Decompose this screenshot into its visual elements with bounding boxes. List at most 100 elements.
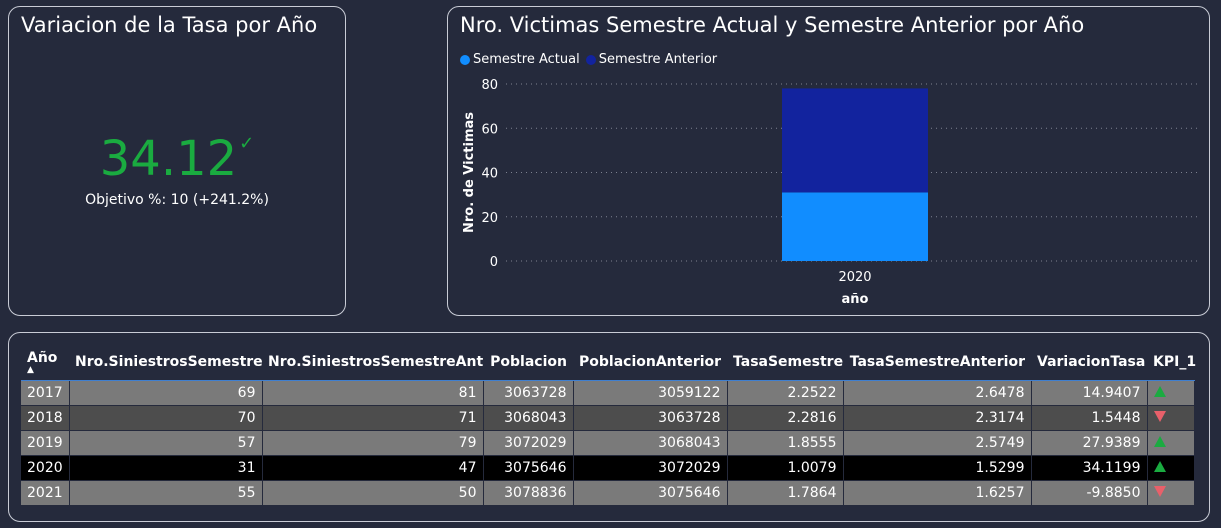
y-tick-label: 40 <box>481 167 498 182</box>
column-header-nro-siniestrossemestre[interactable]: Nro.SiniestrosSemestre <box>69 344 263 381</box>
table-row[interactable]: 2017 69 81 3063728 3059122 2.2522 2.6478 14.940… <box>21 380 1195 406</box>
column-header-label: PoblacionAnterior <box>579 354 722 370</box>
triangle-up-icon <box>1153 461 1166 472</box>
column-header-poblacion[interactable]: Poblacion <box>483 344 573 381</box>
cell-siniestros: 70 <box>69 405 263 431</box>
table-row[interactable]: 2019 57 79 3072029 3068043 1.8555 2.5749 27.938… <box>21 430 1195 456</box>
table-body: 2017 69 81 3063728 3059122 2.2522 2.6478 14.940… <box>21 380 1195 506</box>
cell-tasa-ant: 1.6257 <box>843 480 1032 506</box>
legend-item-semestre-actual[interactable]: Semestre Actual <box>460 52 580 67</box>
y-tick-label: 20 <box>481 211 498 226</box>
cell-siniestros-ant: 79 <box>262 430 484 456</box>
column-header-variaciontasa[interactable]: VariacionTasa <box>1031 344 1147 381</box>
table-row[interactable]: 2021 55 50 3078836 3075646 1.7864 1.6257 -9.885… <box>21 480 1195 506</box>
cell-kpi <box>1147 405 1195 431</box>
legend-dot-icon <box>585 54 596 65</box>
cell-siniestros-ant: 47 <box>262 455 484 481</box>
cell-tasa-ant: 1.5299 <box>843 455 1032 481</box>
column-header-label: Nro.SiniestrosSemestre <box>75 354 263 370</box>
cell-poblacion-ant: 3068043 <box>573 430 728 456</box>
bar-semestre-anterior <box>782 88 928 193</box>
legend-dot-icon <box>460 54 470 65</box>
column-header-label: Nro.SiniestrosSemestreAnt <box>268 354 484 370</box>
cell-kpi <box>1147 455 1195 481</box>
triangle-down-icon <box>1153 486 1166 497</box>
cell-poblacion: 3078836 <box>483 480 574 506</box>
column-header-label: VariacionTasa <box>1037 354 1146 370</box>
triangle-up-icon <box>1153 386 1166 397</box>
cell-anio: 2021 <box>21 480 70 506</box>
cell-siniestros: 57 <box>69 430 263 456</box>
cell-tasa-ant: 2.3174 <box>843 405 1032 431</box>
cell-tasa: 2.2816 <box>727 405 844 431</box>
column-header-kpi-1[interactable]: KPI_1 <box>1147 344 1197 381</box>
y-tick-label: 80 <box>481 78 498 93</box>
chart-legend: Semestre Actual Semestre Anterior <box>460 52 717 67</box>
sort-ascending-icon[interactable]: ▲ <box>27 365 34 375</box>
y-tick-label: 0 <box>490 255 498 270</box>
column-header-año[interactable]: Año ▲ <box>21 344 69 381</box>
column-header-label: Poblacion <box>490 354 567 370</box>
cell-variacion: 14.9407 <box>1031 380 1148 406</box>
y-axis-label: Nro. de Victimas <box>462 112 477 233</box>
cell-poblacion-ant: 3059122 <box>573 380 728 406</box>
triangle-up-icon <box>1153 436 1166 447</box>
cell-tasa: 1.0079 <box>727 455 844 481</box>
bar-chart: 0 20 40 60 80 2020 año Nro. de Victimas <box>462 78 1200 307</box>
cell-anio: 2018 <box>21 405 70 431</box>
y-tick-label: 60 <box>481 122 498 137</box>
chart-card[interactable]: 0 20 40 60 80 2020 año Nro. de Victimas Nro. Vi… <box>447 6 1210 316</box>
chart-title: Nro. Victimas Semestre Actual y Semestre… <box>460 13 1085 37</box>
cell-tasa: 1.8555 <box>727 430 844 456</box>
column-header-label: KPI_1 <box>1153 354 1197 370</box>
column-header-tasasemestreanterior[interactable]: TasaSemestreAnterior <box>843 344 1031 381</box>
cell-tasa: 1.7864 <box>727 480 844 506</box>
cell-poblacion-ant: 3063728 <box>573 405 728 431</box>
cell-variacion: 34.1199 <box>1031 455 1148 481</box>
cell-siniestros: 55 <box>69 480 263 506</box>
table-row[interactable]: 2020 31 47 3075646 3072029 1.0079 1.5299 34.119… <box>21 455 1195 481</box>
column-header-tasasemestre[interactable]: TasaSemestre <box>727 344 843 381</box>
cell-siniestros-ant: 71 <box>262 405 484 431</box>
cell-kpi <box>1147 430 1195 456</box>
cell-poblacion-ant: 3075646 <box>573 480 728 506</box>
kpi-title: Variacion de la Tasa por Año <box>21 13 318 37</box>
kpi-value-text: 34.12 <box>99 131 238 187</box>
legend-item-semestre-anterior[interactable]: Semestre Anterior <box>585 52 717 67</box>
cell-anio: 2020 <box>21 455 70 481</box>
check-icon: ✓ <box>239 133 255 154</box>
table-header-row: Año ▲ Nro.SiniestrosSemestre Nro.Siniestros… <box>21 344 1197 381</box>
legend-label: Semestre Actual <box>473 52 580 67</box>
cell-siniestros: 31 <box>69 455 263 481</box>
cell-kpi <box>1147 380 1195 406</box>
cell-poblacion-ant: 3072029 <box>573 455 728 481</box>
cell-siniestros-ant: 81 <box>262 380 484 406</box>
column-header-label: TasaSemestreAnterior <box>849 354 1025 370</box>
table-card[interactable]: Año ▲ Nro.SiniestrosSemestre Nro.Siniestros… <box>8 332 1210 522</box>
cell-tasa-ant: 2.5749 <box>843 430 1032 456</box>
cell-tasa-ant: 2.6478 <box>843 380 1032 406</box>
column-header-poblacionanterior[interactable]: PoblacionAnterior <box>573 344 727 381</box>
x-tick-label: 2020 <box>838 270 871 285</box>
cell-siniestros: 69 <box>69 380 263 406</box>
cell-variacion: 27.9389 <box>1031 430 1148 456</box>
cell-siniestros-ant: 50 <box>262 480 484 506</box>
cell-poblacion: 3063728 <box>483 380 574 406</box>
triangle-down-icon <box>1153 411 1166 422</box>
kpi-value: 34.12 ✓ <box>9 133 345 184</box>
cell-variacion: -9.8850 <box>1031 480 1148 506</box>
cell-variacion: 1.5448 <box>1031 405 1148 431</box>
cell-tasa: 2.2522 <box>727 380 844 406</box>
cell-poblacion: 3068043 <box>483 405 574 431</box>
cell-poblacion: 3072029 <box>483 430 574 456</box>
cell-anio: 2017 <box>21 380 70 406</box>
bar-semestre-actual <box>782 192 928 261</box>
kpi-card[interactable]: Variacion de la Tasa por Año 34.12 ✓ Obje… <box>8 6 346 316</box>
column-header-nro-siniestrossemestreant[interactable]: Nro.SiniestrosSemestreAnt <box>262 344 483 381</box>
cell-anio: 2019 <box>21 430 70 456</box>
cell-kpi <box>1147 480 1195 506</box>
x-axis-label: año <box>842 292 869 307</box>
column-header-label: TasaSemestre <box>733 354 844 370</box>
column-header-label: Año <box>27 350 58 366</box>
table-row[interactable]: 2018 70 71 3068043 3063728 2.2816 2.3174 1.5448 <box>21 405 1195 431</box>
